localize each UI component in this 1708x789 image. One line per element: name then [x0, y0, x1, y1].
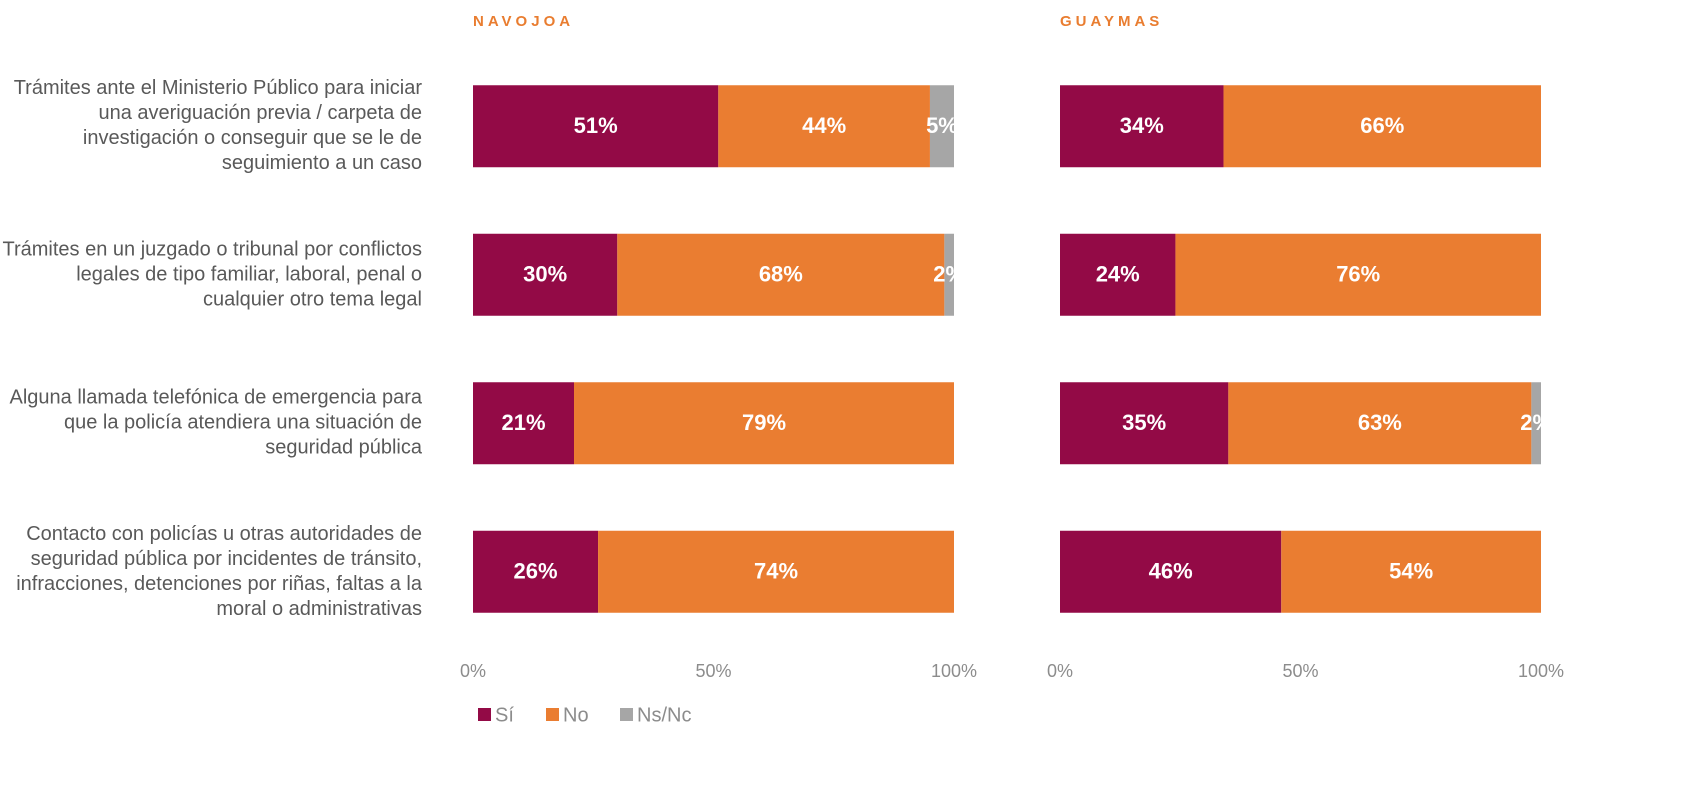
bar-segment	[1060, 382, 1229, 465]
legend-label: Ns/Nc	[637, 704, 691, 726]
data-label: 74%	[754, 559, 798, 584]
bar-segment	[1223, 85, 1541, 168]
category-label: Contacto con policías u otras autoridade…	[16, 522, 422, 620]
x-tick-label: 100%	[1518, 661, 1564, 681]
bar-segment	[598, 530, 954, 613]
legend-swatch	[478, 708, 491, 721]
x-tick-label: 50%	[695, 661, 731, 681]
data-label: 26%	[514, 559, 558, 584]
data-label: 35%	[1122, 410, 1166, 435]
x-tick-label: 100%	[931, 661, 977, 681]
legend-label: Sí	[495, 704, 514, 726]
bar-segment	[574, 382, 954, 465]
legend-label: No	[563, 704, 589, 726]
bar-segment	[1060, 530, 1282, 613]
data-label: 63%	[1358, 410, 1402, 435]
x-tick-label: 0%	[460, 661, 486, 681]
legend-swatch	[546, 708, 559, 721]
panel-title: GUAYMAS	[1060, 13, 1163, 30]
bar-segment	[473, 530, 599, 613]
panel-title: NAVOJOA	[473, 13, 574, 30]
data-label: 5%	[926, 113, 958, 138]
data-label: 2%	[933, 262, 965, 287]
category-label: Trámites en un juzgado o tribunal por co…	[2, 238, 422, 311]
bars: 34% 66% 24% 76% 35% 63% 2% 46% 54%	[1060, 85, 1552, 613]
bar-segment	[1175, 233, 1541, 316]
data-label: 21%	[501, 410, 545, 435]
data-label: 24%	[1096, 262, 1140, 287]
legend-swatch	[620, 708, 633, 721]
bar-segment	[1281, 530, 1541, 613]
data-label: 68%	[759, 262, 803, 287]
bar-segment	[718, 85, 930, 168]
bar-segment	[617, 233, 945, 316]
data-label: 46%	[1149, 559, 1193, 584]
bars: 51% 44% 5% 30% 68% 2% 21% 79% 26% 74%	[473, 85, 965, 613]
bar-segment	[944, 233, 954, 316]
x-tick-label: 50%	[1282, 661, 1318, 681]
bar-segment	[1060, 233, 1176, 316]
category-label: Trámites ante el Ministerio Público para…	[13, 77, 422, 175]
bar-segment	[1060, 85, 1224, 168]
bar-segment	[1531, 382, 1541, 465]
data-label: 30%	[523, 262, 567, 287]
bar-segment	[473, 85, 719, 168]
bar-segment	[929, 85, 954, 168]
data-label: 76%	[1336, 262, 1380, 287]
data-label: 34%	[1120, 113, 1164, 138]
data-label: 51%	[574, 113, 618, 138]
data-label: 44%	[802, 113, 846, 138]
bar-segment	[1228, 382, 1532, 465]
data-label: 66%	[1360, 113, 1404, 138]
data-label: 54%	[1389, 559, 1433, 584]
data-label: 79%	[742, 410, 786, 435]
bar-segment	[473, 233, 618, 316]
category-label: Alguna llamada telefónica de emergencia …	[9, 386, 423, 459]
bar-segment	[473, 382, 575, 465]
data-label: 2%	[1520, 410, 1552, 435]
x-tick-label: 0%	[1047, 661, 1073, 681]
